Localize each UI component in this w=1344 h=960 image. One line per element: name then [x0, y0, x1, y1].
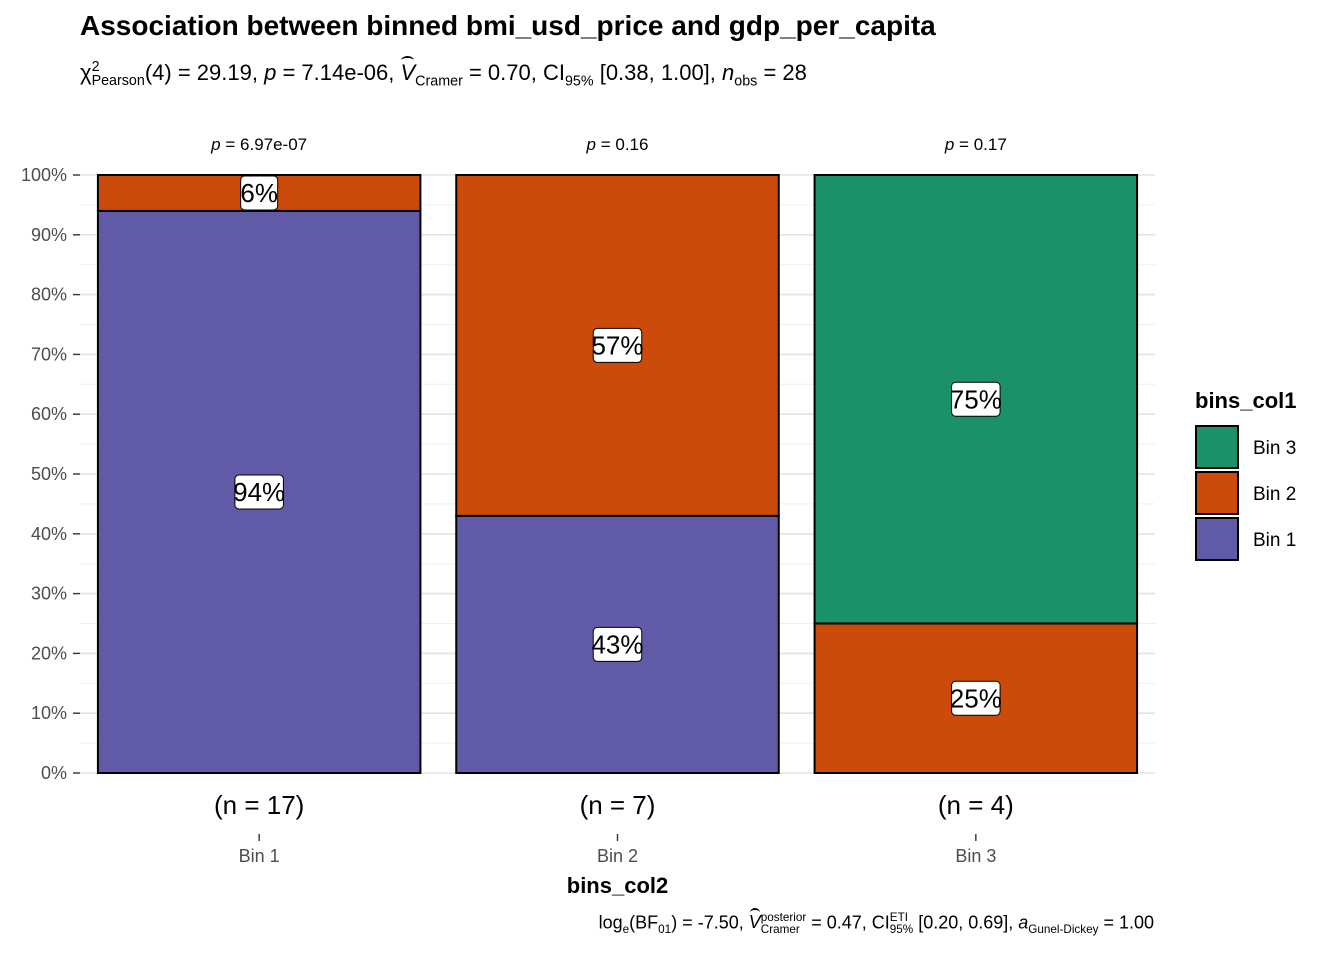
y-tick-label: 60% — [31, 404, 67, 424]
log-label: log — [598, 912, 623, 933]
data-label-box — [234, 474, 284, 510]
bar-p-value: p = 0.16 — [586, 135, 649, 154]
legend-swatch — [1195, 471, 1239, 515]
data-label: 75% — [950, 384, 1002, 414]
n-label: n — [722, 60, 735, 86]
bf-open: (BF — [629, 912, 659, 933]
chi-sup: 2 — [91, 59, 100, 75]
legend-label: Bin 1 — [1253, 530, 1296, 551]
y-tick-label: 90% — [31, 225, 67, 245]
v-posterior-scripts: posterior Cramer — [761, 912, 806, 935]
legend-title: bins_col1 — [1195, 388, 1296, 413]
ci-eti-sub: 95% — [889, 922, 914, 936]
bar-count-label: (n = 4) — [938, 790, 1014, 820]
data-label: 94% — [233, 477, 285, 507]
bar-p-value: p = 6.97e-07 — [210, 135, 307, 154]
p-label: p — [264, 60, 277, 86]
chi-symbol: χ — [80, 60, 92, 86]
y-tick-label: 40% — [31, 524, 67, 544]
data-label-box — [240, 175, 279, 211]
bf-sub: 01 — [658, 923, 672, 937]
chi-scripts: 2 Pearson — [92, 60, 145, 89]
ci-eti-sup: ETI — [889, 911, 908, 924]
p-value: = 7.14e-06, — [276, 60, 401, 86]
chart-title: Association between binned bmi_usd_price… — [80, 10, 936, 41]
v-posterior-sub: Cramer — [760, 922, 800, 936]
y-tick-label: 70% — [31, 344, 67, 364]
y-tick-label: 30% — [31, 584, 67, 604]
v-posterior-label: V — [748, 908, 761, 933]
v-posterior-value: = 0.47, CI — [806, 912, 890, 933]
n-value: = 28 — [757, 60, 807, 86]
chart-subtitle: χ 2 Pearson (4) = 29.19, p = 7.14e-06, VCra… — [80, 56, 807, 90]
data-label-box — [951, 680, 1001, 716]
x-tick-label: Bin 1 — [239, 846, 280, 866]
v-sub: Cramer — [415, 73, 463, 90]
y-tick-label: 80% — [31, 285, 67, 305]
chi-sub: Pearson — [91, 73, 145, 90]
y-tick-label: 100% — [21, 165, 67, 185]
y-tick-label: 10% — [31, 703, 67, 723]
chi-df: (4) = 29.19, — [144, 60, 265, 86]
data-label: 43% — [591, 629, 643, 659]
ci-value: [0.38, 1.00], — [593, 60, 723, 86]
data-label-box — [592, 327, 643, 363]
ci-eti-value: [0.20, 0.69], — [913, 912, 1019, 933]
log-sub: e — [622, 923, 630, 937]
a-sub: Gunel-Dickey — [1028, 923, 1099, 937]
n-sub: obs — [734, 73, 758, 90]
y-tick-label: 50% — [31, 464, 67, 484]
v-value: = 0.70, CI — [462, 60, 565, 86]
x-axis-label: bins_col2 — [567, 873, 668, 898]
ci-eti-scripts: ETI 95% — [890, 912, 913, 935]
bar-p-value: p = 0.17 — [944, 135, 1007, 154]
bar-count-label: (n = 7) — [580, 790, 656, 820]
bf-value: ) = -7.50, — [671, 912, 749, 933]
data-label: 57% — [591, 330, 643, 360]
a-label: a — [1018, 912, 1029, 933]
a-value: = 1.00 — [1098, 912, 1154, 933]
y-tick-label: 20% — [31, 643, 67, 663]
v-hat-label: V — [400, 56, 416, 86]
x-tick-label: Bin 2 — [597, 846, 638, 866]
y-tick-label: 0% — [41, 763, 67, 783]
legend-label: Bin 3 — [1253, 438, 1296, 459]
x-tick-label: Bin 3 — [955, 846, 996, 866]
legend-swatch — [1195, 425, 1239, 469]
bar-count-label: (n = 17) — [214, 790, 304, 820]
data-label: 25% — [950, 683, 1002, 713]
legend-label: Bin 2 — [1253, 484, 1296, 505]
data-label-box — [592, 626, 643, 662]
data-label: 6% — [240, 178, 278, 208]
v-posterior-sup: posterior — [760, 911, 807, 924]
ci-sub: 95% — [564, 73, 594, 90]
data-label-box — [951, 381, 1001, 417]
legend-swatch — [1195, 517, 1239, 561]
